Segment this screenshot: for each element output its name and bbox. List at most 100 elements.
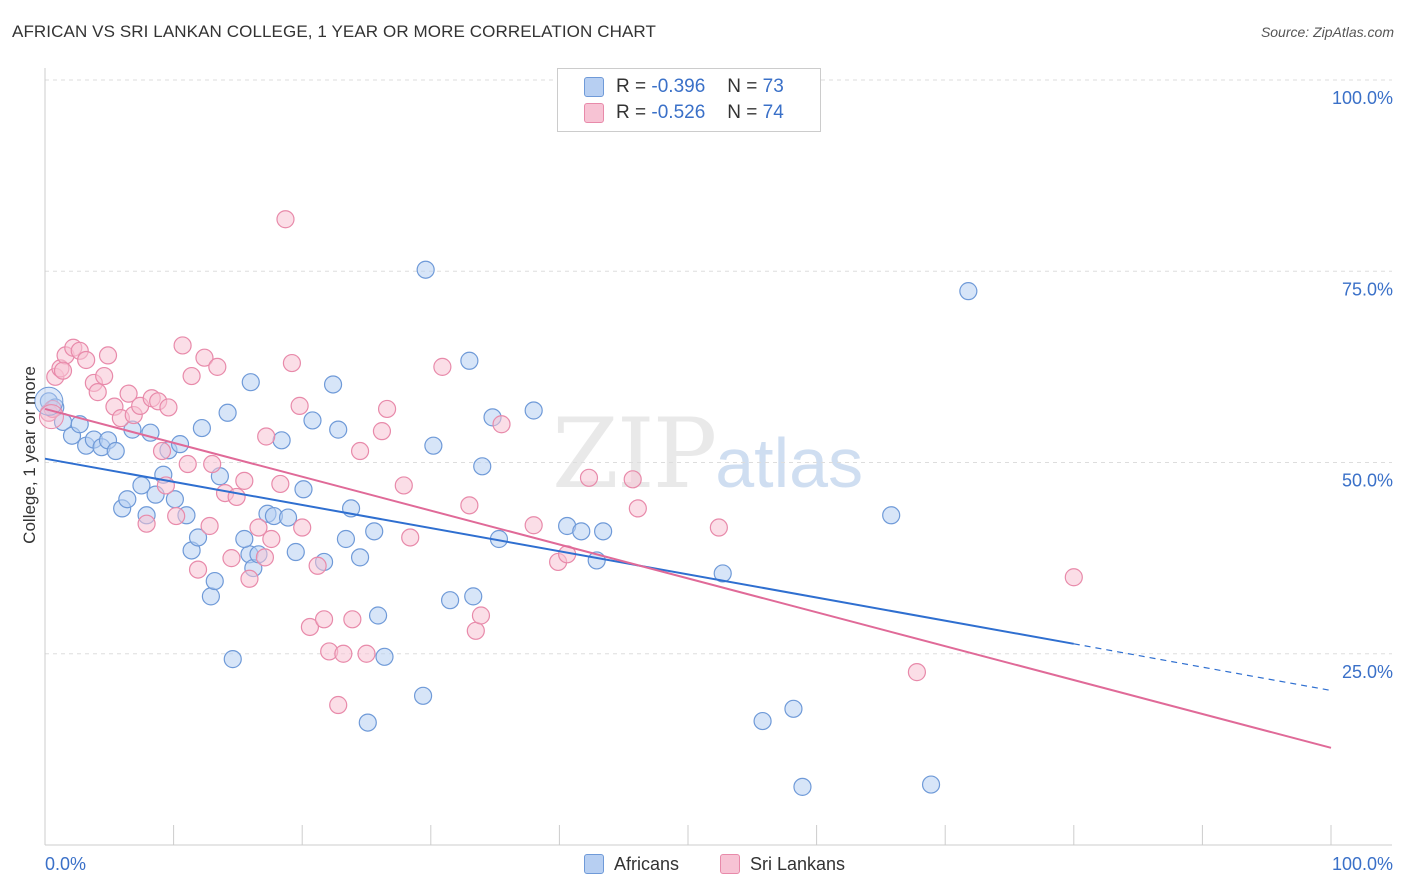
africans-point <box>294 480 313 499</box>
source-label: Source: ZipAtlas.com <box>1260 24 1394 40</box>
sri-lankans-point <box>623 470 642 489</box>
sri-lankans-point <box>329 695 348 715</box>
africans-point <box>413 686 433 705</box>
sri-lankans-point <box>492 415 511 434</box>
africans-point <box>365 522 384 541</box>
africans-point <box>272 431 291 450</box>
africans-point <box>223 650 242 669</box>
sri-lankans-point <box>350 441 370 461</box>
sri-lankans-r-label: R = <box>616 102 647 123</box>
sri-lankans-point <box>227 487 246 507</box>
africans-point <box>713 564 732 583</box>
africans-point <box>460 351 479 370</box>
sri-lankans-point <box>257 427 276 446</box>
sri-lankans-point <box>77 350 96 370</box>
y-tick-label: 100.0% <box>1332 88 1393 108</box>
sri-lankans-point <box>235 471 254 490</box>
africans-r-label: R = <box>616 76 647 97</box>
africans-point <box>424 436 443 455</box>
stats-legend: R = -0.396 N = 73 R = -0.526 N = 74 <box>557 68 821 132</box>
sri-lankans-point <box>394 476 413 495</box>
sri-lankans-point <box>88 383 107 402</box>
africans-point <box>375 647 394 666</box>
africans-n-label: N = <box>727 76 758 97</box>
sri-lankans-point <box>167 506 186 526</box>
sri-lankans-point <box>466 621 485 640</box>
sri-lankans-point <box>290 396 309 415</box>
africans-point <box>358 713 377 732</box>
sri-lankans-n-label: N = <box>727 102 758 123</box>
sri-lankans-point <box>208 357 227 376</box>
africans-trend-line <box>44 457 1074 645</box>
sri-lankans-point <box>372 422 392 441</box>
africans-point <box>368 606 388 625</box>
africans-point <box>188 528 208 547</box>
sri-lankans-swatch <box>584 103 604 123</box>
bottom-legend-africans: Africans <box>584 852 679 876</box>
bottom-africans-swatch <box>584 854 604 874</box>
africans-point <box>784 699 803 718</box>
sri-lankans-point <box>357 644 376 663</box>
africans-point <box>241 373 260 392</box>
africans-point <box>278 508 298 527</box>
bottom-africans-label: Africans <box>614 853 680 874</box>
sri-lankans-point <box>262 529 281 549</box>
sri-lankans-point <box>53 361 73 380</box>
africans-point <box>205 571 224 591</box>
sri-lankans-point <box>222 549 241 568</box>
sri-lankans-point <box>709 518 728 537</box>
y-tick-label: 50.0% <box>1342 471 1393 491</box>
sri-lankans-point <box>300 617 320 637</box>
africans-n-value: 73 <box>762 76 784 97</box>
x-tick-label: 0.0% <box>45 854 86 874</box>
chart-title: AFRICAN VS SRI LANKAN COLLEGE, 1 YEAR OR… <box>12 22 656 41</box>
bottom-legend-sri-lankans: Sri Lankans <box>720 852 845 876</box>
sri-lankans-point <box>98 346 118 365</box>
sri-lankans-point <box>200 516 219 536</box>
africans-point <box>118 490 137 509</box>
bottom-sri-lankans-swatch <box>720 854 740 874</box>
sri-lankans-point <box>271 474 290 494</box>
africans-point <box>286 542 305 562</box>
africans-point <box>336 529 356 549</box>
legend-row-africans: R = -0.396 N = 73 <box>584 75 784 99</box>
africans-point <box>440 591 460 610</box>
africans-point <box>34 386 64 416</box>
sri-lankans-point <box>152 441 172 461</box>
africans-point <box>594 522 613 541</box>
africans-point <box>416 260 435 279</box>
sri-lankans-point <box>119 384 138 403</box>
africans-point <box>473 457 492 476</box>
y-axis-label: College, 1 year or more <box>20 366 39 544</box>
sri-lankans-trend-line <box>44 407 1332 749</box>
sri-lankans-point <box>255 548 275 567</box>
sri-lankans-point <box>343 610 362 629</box>
africans-point <box>753 711 772 731</box>
bottom-sri-lankans-label: Sri Lankans <box>750 853 846 874</box>
africans-point <box>192 418 211 438</box>
sri-lankans-point <box>401 528 420 547</box>
x-tick-label: 100.0% <box>1332 854 1393 874</box>
africans-point <box>921 775 941 794</box>
sri-lankans-point <box>276 210 295 229</box>
sri-lankans-point <box>203 454 222 474</box>
africans-point <box>524 401 543 420</box>
sri-lankans-point <box>173 336 192 355</box>
sri-lankans-point <box>95 366 114 386</box>
sri-lankans-point <box>159 398 178 417</box>
sri-lankans-point <box>188 560 208 579</box>
sri-lankans-point <box>377 399 397 419</box>
sri-lankans-r-value: -0.526 <box>651 102 706 123</box>
sri-lankans-point <box>471 606 491 625</box>
y-tick-label: 25.0% <box>1342 662 1393 682</box>
sri-lankans-point <box>293 518 312 537</box>
sri-lankans-point <box>433 357 452 376</box>
africans-point <box>793 777 812 796</box>
sri-lankans-point <box>628 499 647 518</box>
africans-point <box>218 403 237 422</box>
sri-lankans-point <box>240 569 259 588</box>
y-tick-label: 75.0% <box>1342 279 1393 299</box>
africans-swatch <box>584 77 604 97</box>
sri-lankans-point <box>334 644 353 663</box>
